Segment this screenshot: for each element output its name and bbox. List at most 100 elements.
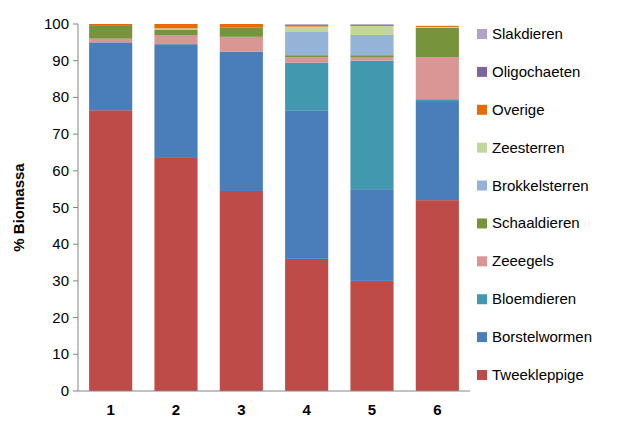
y-tick (73, 60, 78, 61)
bar-segment (416, 99, 459, 101)
legend-label: Oligochaeten (492, 63, 580, 80)
bar-segment (416, 25, 459, 26)
bar-segment (285, 57, 328, 63)
bar-segment (154, 35, 197, 44)
bar-segment (220, 24, 263, 25)
y-tick-label: 30 (52, 272, 69, 289)
bar-segment (220, 28, 263, 37)
y-tick (73, 24, 78, 25)
bar-segment (416, 200, 459, 391)
legend-swatch (477, 256, 487, 266)
legend-label: Borstelwormen (492, 328, 592, 345)
bar-segment (416, 101, 459, 200)
legend-swatch (477, 218, 487, 228)
bar-segment (285, 259, 328, 391)
bar-segment (89, 39, 132, 43)
y-tick-label: 40 (52, 235, 69, 252)
bar-segment (89, 25, 132, 26)
bar-segment (416, 26, 459, 27)
legend-label: Bloemdieren (492, 290, 576, 307)
chart: 0102030405060708090100123456% BiomassaSl… (0, 0, 630, 444)
bar-segment (350, 25, 393, 26)
y-tick (73, 317, 78, 318)
y-tick (73, 244, 78, 245)
bar-segment (154, 158, 197, 391)
y-tick-label: 60 (52, 162, 69, 179)
bar-segment (350, 26, 393, 35)
y-axis-label: % Biomassa (10, 163, 27, 252)
bar-segment (416, 25, 459, 26)
bar-segment (89, 25, 132, 26)
legend-swatch (477, 181, 487, 191)
bar-segment (89, 25, 132, 39)
y-tick (73, 280, 78, 281)
y-tick (73, 134, 78, 135)
y-tick (73, 391, 78, 392)
bar-segment (154, 29, 197, 30)
legend-label: Zeeegels (492, 252, 554, 269)
bars (89, 24, 459, 391)
bar-segment (154, 24, 197, 25)
bar-segment (285, 25, 328, 26)
legend-swatch (477, 67, 487, 77)
bar-segment (416, 57, 459, 99)
bar-segment (220, 24, 263, 25)
legend-label: Zeesterren (492, 139, 565, 156)
x-tick-label: 3 (237, 401, 245, 418)
legend-label: Tweekleppige (492, 366, 584, 383)
y-tick (73, 354, 78, 355)
bar-segment (285, 25, 328, 27)
bar-segment (89, 42, 132, 110)
y-tick-label: 70 (52, 125, 69, 142)
legend-swatch (477, 370, 487, 380)
bar-segment (285, 55, 328, 57)
bar-segment (416, 28, 459, 57)
y-tick (73, 97, 78, 98)
bar-segment (285, 27, 328, 32)
bar-segment (89, 24, 132, 25)
bar-segment (154, 44, 197, 158)
legend-swatch (477, 143, 487, 153)
legend-swatch (477, 105, 487, 115)
y-tick-label: 10 (52, 345, 69, 362)
legend-swatch (477, 29, 487, 39)
bar-segment (220, 37, 263, 52)
bar-segment (350, 57, 393, 61)
y-tick (73, 170, 78, 171)
bar-segment (220, 24, 263, 28)
bar-segment (285, 63, 328, 111)
x-axis (78, 391, 470, 392)
bar-segment (154, 24, 197, 25)
bar-segment (89, 24, 132, 25)
bar-segment (350, 35, 393, 55)
bar-segment (285, 31, 328, 55)
bar-segment (220, 52, 263, 191)
y-tick-label: 50 (52, 199, 69, 216)
bar-segment (416, 27, 459, 28)
bar-segment (350, 25, 393, 26)
y-tick-label: 20 (52, 309, 69, 326)
x-tick-label: 1 (106, 401, 114, 418)
x-tick-label: 6 (433, 401, 441, 418)
bar-segment (350, 189, 393, 281)
bar-segment (89, 24, 132, 25)
y-tick (73, 207, 78, 208)
y-tick-label: 80 (52, 88, 69, 105)
legend-label: Schaaldieren (492, 214, 580, 231)
y-tick-label: 0 (61, 382, 69, 399)
bar-segment (154, 30, 197, 36)
bar-segment (89, 110, 132, 391)
bar-segment (350, 61, 393, 189)
bar-segment (285, 110, 328, 259)
x-tick-label: 4 (302, 401, 311, 418)
bar-segment (154, 28, 197, 29)
x-tick-label: 5 (368, 401, 376, 418)
bar-segment (285, 24, 328, 25)
y-tick-label: 100 (44, 15, 69, 32)
legend-label: Slakdieren (492, 25, 563, 42)
bar-segment (350, 281, 393, 391)
legend: SlakdierenOligochaetenOverigeZeesterrenB… (477, 25, 592, 383)
bar-segment (220, 191, 263, 391)
bar-segment (350, 24, 393, 25)
legend-swatch (477, 294, 487, 304)
